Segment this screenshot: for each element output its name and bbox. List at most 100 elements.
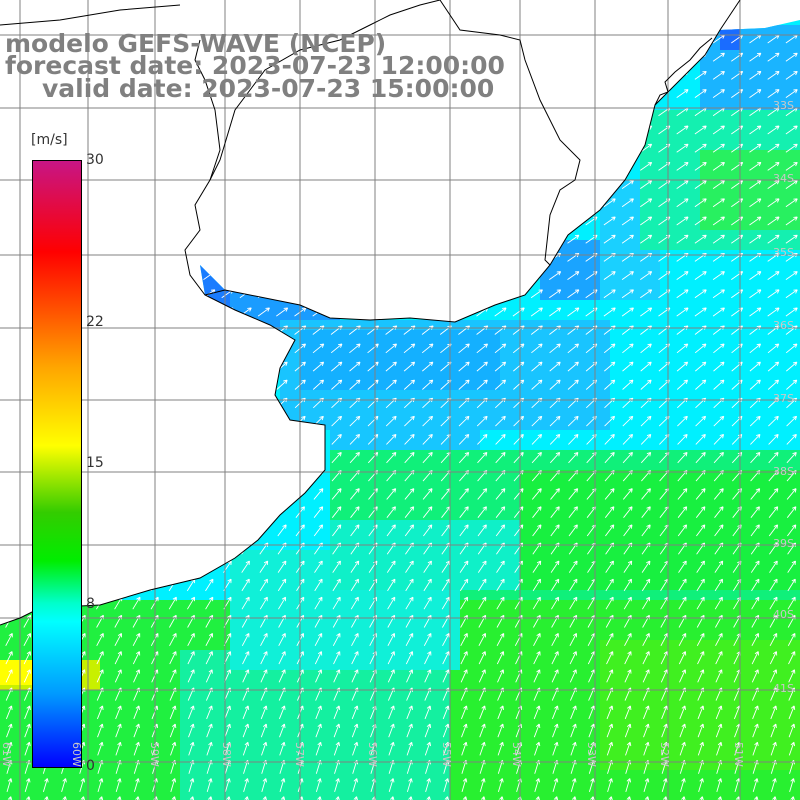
wind-arrow	[552, 723, 559, 738]
wind-arrow	[568, 560, 578, 573]
wind-arrow	[259, 506, 269, 518]
wind-arrow	[603, 125, 616, 135]
wind-arrow	[731, 289, 744, 299]
wind-arrow	[313, 488, 324, 500]
wind-arrow	[423, 633, 432, 647]
wind-arrow	[3, 433, 15, 445]
wind-arrow	[242, 705, 250, 720]
wind-arrow	[749, 271, 762, 280]
wind-arrow	[348, 161, 361, 171]
wind-arrow	[661, 778, 668, 793]
wind-arrow	[170, 778, 177, 793]
wind-arrow	[166, 307, 179, 317]
wind-arrow	[24, 705, 31, 720]
wind-arrow	[131, 488, 142, 500]
wind-arrow	[621, 89, 634, 98]
wind-arrow	[259, 560, 269, 573]
wind-arrow	[749, 415, 761, 427]
wind-arrow	[185, 180, 198, 189]
wind-arrow	[640, 107, 653, 117]
wind-arrow	[640, 234, 653, 244]
wind-arrow	[679, 741, 686, 756]
wind-arrow	[94, 289, 107, 299]
lon-label-53W: 53W	[585, 742, 598, 767]
wind-arrow	[406, 778, 413, 793]
wind-arrow	[477, 506, 487, 518]
wind-arrow	[3, 180, 16, 189]
wind-arrow	[315, 741, 322, 756]
wind-arrow	[567, 343, 580, 354]
wind-arrow	[314, 614, 323, 628]
wind-arrow	[603, 34, 616, 44]
wind-arrow	[166, 143, 179, 153]
lon-label-54W: 54W	[510, 742, 523, 767]
wind-arrow	[3, 125, 16, 135]
wind-arrow	[588, 778, 595, 793]
wind-arrow	[476, 180, 489, 189]
wind-arrow	[421, 34, 434, 44]
wind-arrow	[367, 271, 380, 280]
wind-arrow	[57, 107, 70, 117]
wind-arrow	[512, 70, 525, 80]
wind-arrow	[567, 125, 580, 135]
wind-arrow	[570, 705, 577, 720]
wind-arrow	[406, 741, 413, 756]
wind-arrow	[749, 216, 762, 226]
wind-arrow	[567, 52, 580, 62]
wind-arrow	[95, 506, 105, 518]
wind-arrow	[203, 143, 216, 153]
wind-arrow	[130, 216, 143, 226]
wind-arrow	[551, 633, 559, 647]
wind-arrow	[568, 433, 579, 445]
wind-arrow	[603, 143, 616, 153]
wind-arrow	[476, 415, 488, 427]
wind-arrow	[640, 343, 652, 354]
wind-arrow	[385, 379, 397, 390]
wind-arrow	[712, 234, 725, 244]
wind-arrow	[530, 180, 543, 189]
wind-arrow	[421, 216, 434, 226]
wind-arrow	[712, 70, 725, 80]
wind-arrow	[549, 361, 561, 372]
wind-arrow	[242, 669, 250, 683]
wind-arrow	[769, 578, 778, 592]
wind-arrow	[131, 433, 142, 445]
wind-arrow	[459, 506, 469, 518]
wind-arrow	[204, 451, 215, 464]
wind-arrow	[403, 216, 416, 226]
wind-arrow	[169, 614, 177, 628]
wind-arrow	[257, 107, 270, 117]
wind-arrow	[751, 578, 760, 592]
wind-arrow	[260, 651, 268, 665]
wind-arrow	[531, 379, 543, 390]
wind-arrow	[552, 778, 559, 793]
wind-arrow	[494, 125, 507, 135]
wind-arrow	[696, 614, 705, 628]
wind-arrow	[712, 89, 725, 98]
wind-arrow	[333, 651, 341, 665]
wind-arrow	[94, 343, 106, 354]
wind-arrow	[569, 633, 577, 647]
wind-arrow	[348, 180, 361, 189]
wind-arrow	[712, 307, 725, 317]
wind-arrow	[750, 506, 760, 518]
wind-arrow	[549, 379, 561, 390]
wind-arrow	[405, 651, 414, 665]
wind-arrow	[367, 198, 380, 208]
wind-arrow	[187, 633, 195, 647]
wind-arrow	[187, 596, 196, 610]
wind-arrow	[696, 596, 705, 610]
wind-arrow	[696, 633, 705, 647]
wind-arrow	[712, 125, 725, 135]
wind-arrow	[712, 289, 725, 299]
wind-arrow	[549, 271, 562, 280]
wind-arrow	[694, 70, 707, 80]
wind-arrow	[221, 216, 234, 226]
wind-arrow	[23, 633, 31, 647]
wind-arrow	[240, 379, 252, 390]
wind-arrow	[112, 361, 124, 372]
wind-arrow	[115, 705, 122, 720]
wind-arrow	[697, 705, 705, 720]
wind-arrow	[513, 379, 525, 390]
wind-arrow	[567, 289, 580, 299]
